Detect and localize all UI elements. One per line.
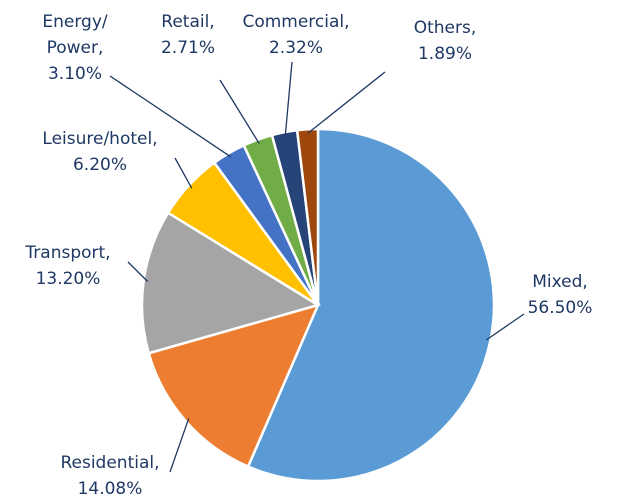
slice-label: Leisure/hotel, [42,129,157,149]
value-label: 14.08% [78,479,143,499]
value-label: 6.20% [73,155,127,175]
value-label: 56.50% [528,298,593,318]
slice-label: Retail, [161,12,214,32]
slice-label: Others, [414,18,477,38]
pie-slice [295,127,320,306]
pie-slice [147,303,321,469]
pie-slice [246,127,496,483]
slice-label: Energy/ [42,12,108,32]
leader-line [127,261,149,282]
value-label: 2.71% [161,38,215,58]
leader-line [174,157,193,189]
slice-label: Power, [47,38,104,58]
leader-line [219,79,260,144]
slice-label: Commercial, [242,12,349,32]
slice-label: Transport, [24,243,110,263]
leader-line [307,71,386,134]
pie-slice [140,211,322,355]
value-label: 13.20% [36,269,101,289]
leader-line [109,75,232,158]
slice-label: Residential, [60,453,159,473]
leader-line [486,313,525,341]
leader-line [169,418,190,473]
value-label: 3.10% [48,64,102,84]
leader-line [284,61,293,137]
value-label: 1.89% [418,44,472,64]
value-label: 2.32% [269,38,323,58]
slice-label: Mixed, [532,272,588,292]
